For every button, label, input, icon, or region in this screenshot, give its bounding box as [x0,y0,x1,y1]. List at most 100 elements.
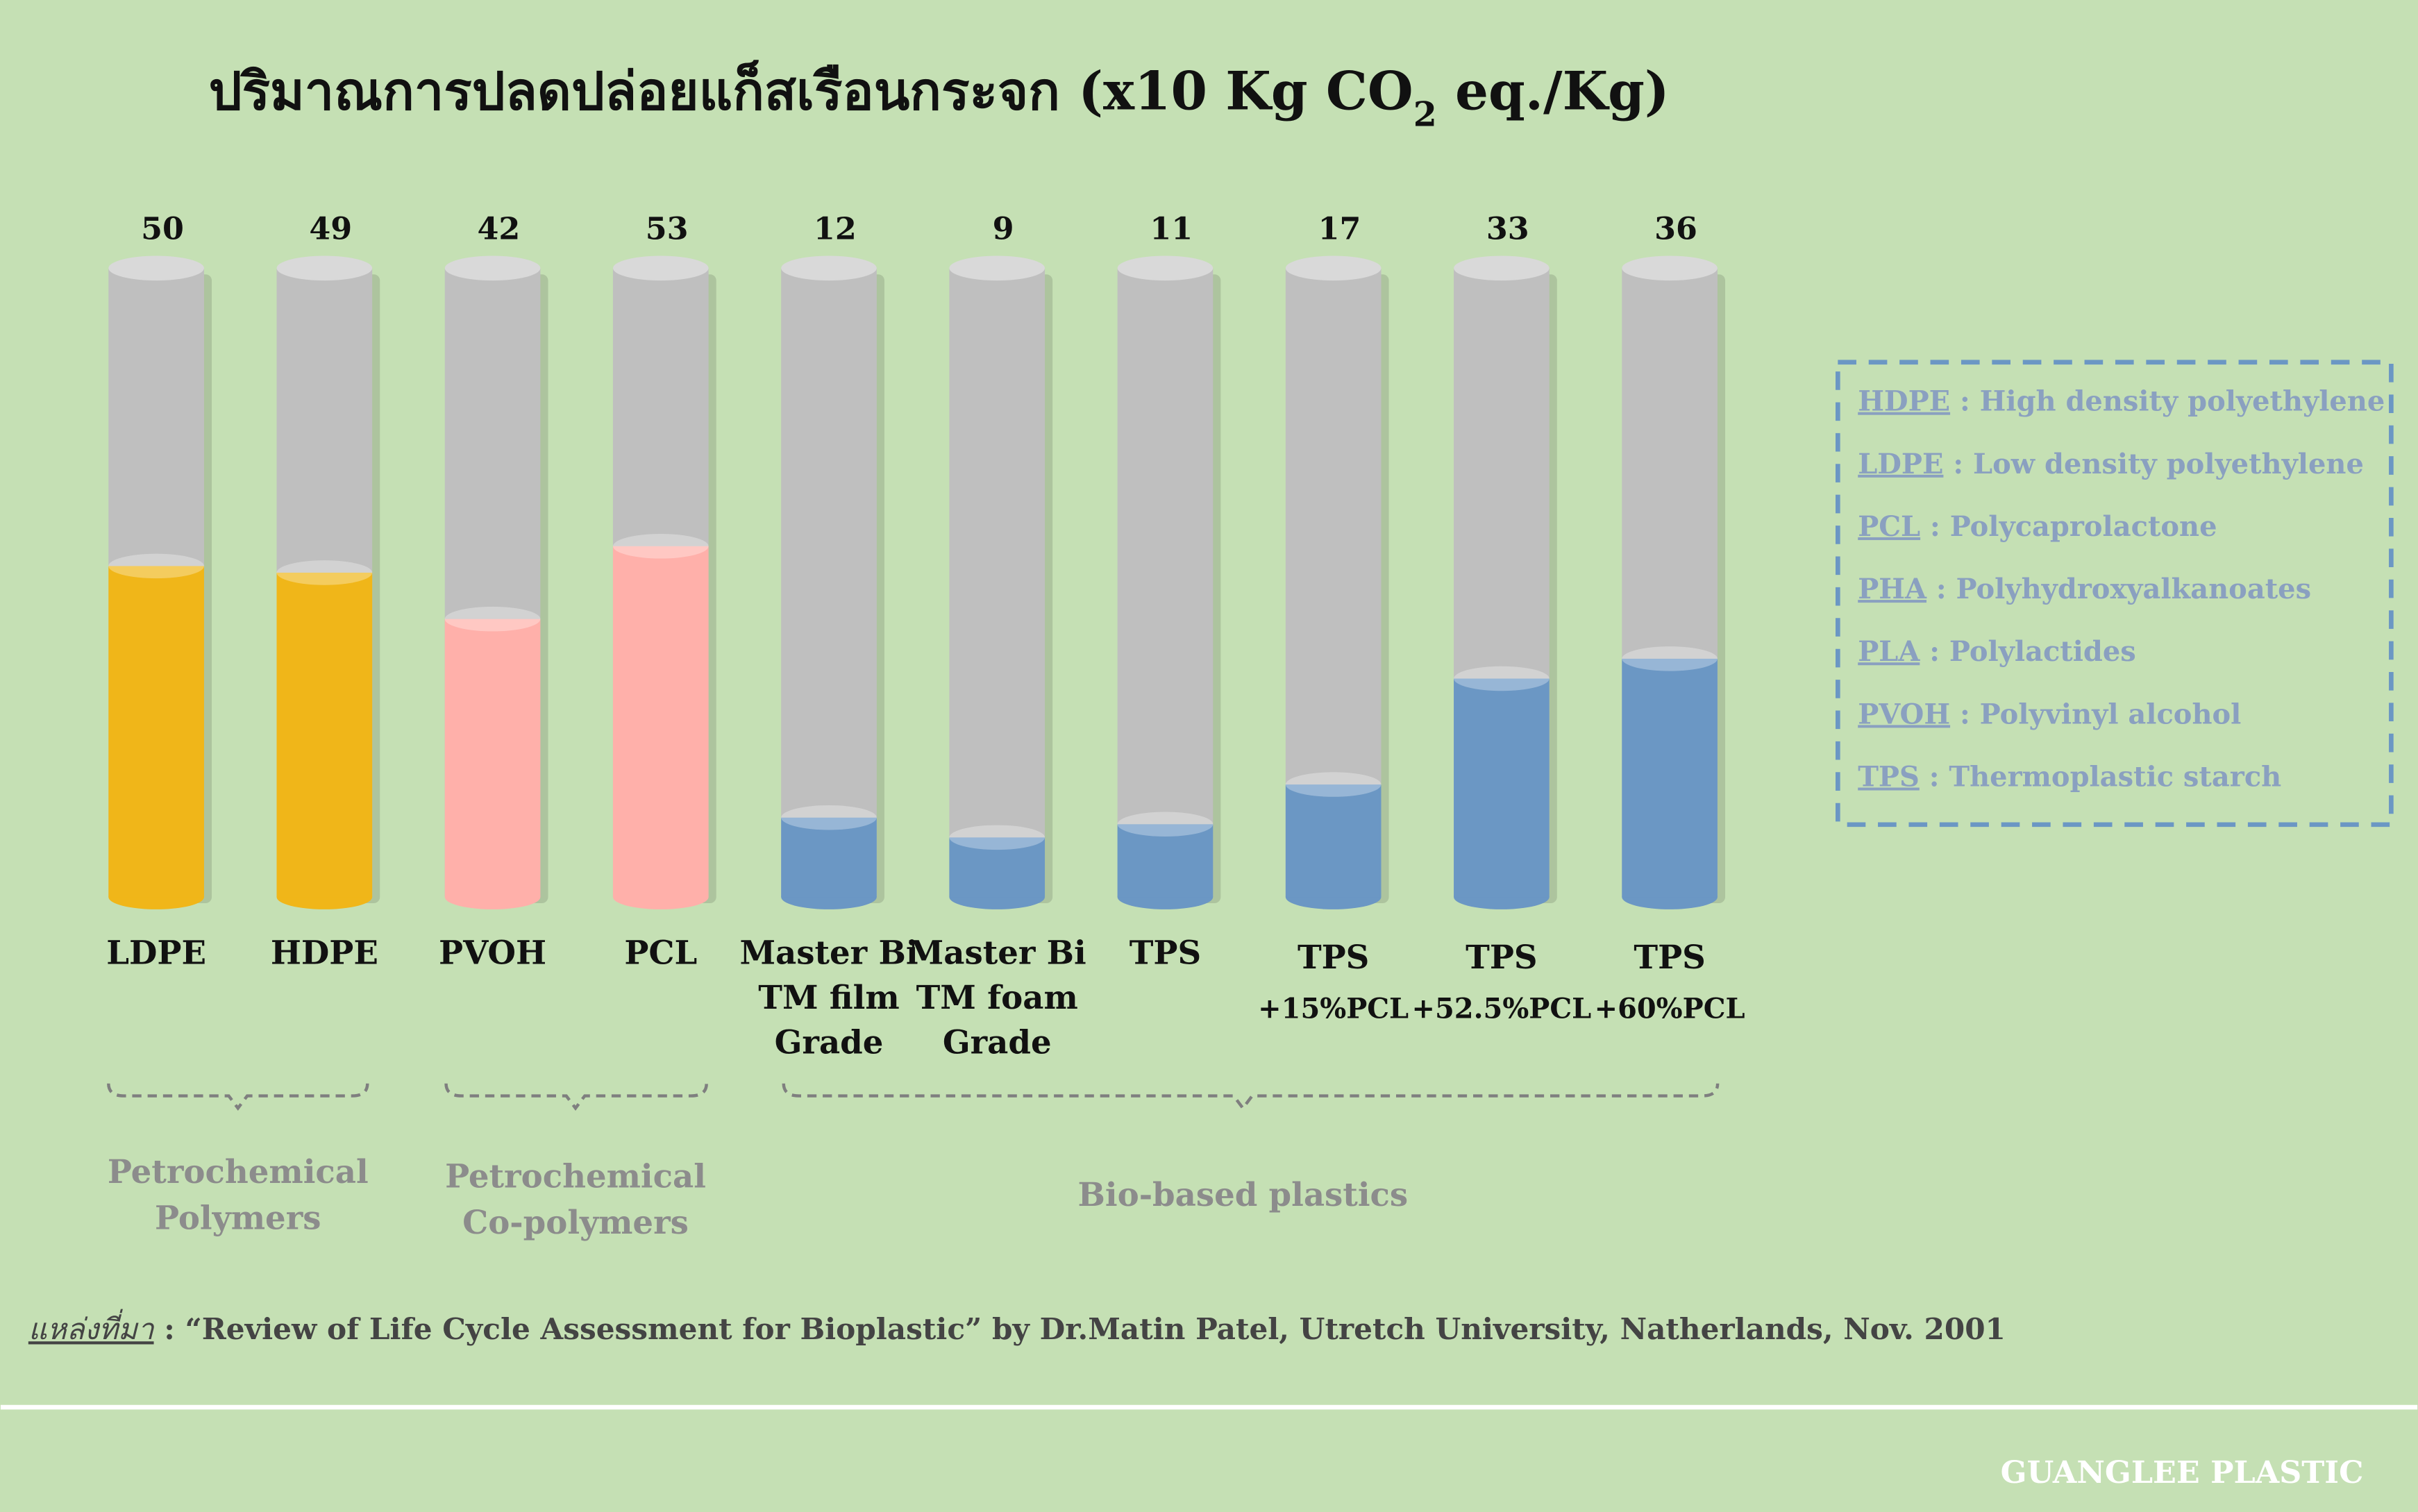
value-label: 17 [1318,211,1361,247]
group-bracket [444,1083,708,1111]
bar-top [612,534,709,559]
x-tick-label: LDPE [106,934,206,972]
bar [781,817,877,898]
legend-box [1836,360,2394,828]
cylinder [781,255,884,909]
cylinder [108,255,212,909]
legend-text: : Low density polyethylene [1943,448,2363,480]
cylinder-top [949,255,1046,281]
bar-top [1117,812,1214,837]
value-label: 12 [814,211,857,247]
bar [612,546,709,898]
cylinder [1117,255,1221,909]
bar-top [1285,772,1382,797]
bar-top [276,560,373,585]
cylinder-body [1117,268,1214,898]
legend-entry: PHA : Polyhydroxyalkanoates [1858,573,2311,605]
bar [1285,784,1382,898]
bar [444,619,541,898]
cylinder [1285,255,1389,909]
cylinder-top [444,255,541,281]
legend-entry: TPS : Thermoplastic starch [1858,761,2281,793]
cylinder-top [1454,255,1550,281]
x-tick-label: TPS [1298,938,1369,976]
bar-top [108,553,204,579]
group-bracket [782,1083,1720,1111]
legend-text: : High density polyethylene [1950,385,2385,418]
cylinder-top [1622,255,1718,281]
bar-top [781,805,877,830]
x-tick-label: TPS [1634,938,1705,976]
group-label: Bio-based plastics [1078,1175,1409,1213]
bar [949,837,1046,898]
cylinder [612,255,716,909]
cylinder-top [1285,255,1382,281]
chart-title: ปริมาณการปลดปล่อยแก็สเรือนกระจก (x10 Kg … [209,60,1670,134]
group-label: Petrochemical [108,1152,369,1191]
x-tick-label: Master Bi [908,934,1086,972]
legend-abbr: PVOH [1858,698,1950,730]
x-tick-label: +15%PCL [1258,992,1409,1025]
value-label: 33 [1486,211,1529,247]
legend-text: : Polyhydroxyalkanoates [1926,573,2311,605]
x-tick-label: TM film [758,978,899,1016]
x-tick-label: TPS [1466,938,1537,976]
x-tick-label: +60%PCL [1595,992,1745,1025]
cylinder-top [781,255,877,281]
legend-abbr: TPS [1858,761,1920,793]
legend-text: : Polylactides [1920,635,2135,668]
x-tick-label: Grade [943,1023,1052,1061]
bar-top [444,606,541,632]
legend-abbr: PHA [1858,573,1927,605]
title-end: eq./Kg) [1437,60,1670,121]
cylinder [1622,255,1726,909]
legend-entry: PLA : Polylactides [1858,635,2136,668]
value-label: 50 [141,211,184,247]
value-label: 49 [309,211,352,247]
bar [1454,678,1550,898]
group-label: Polymers [155,1198,321,1236]
legend-abbr: LDPE [1858,448,1943,480]
legend-entry: PVOH : Polyvinyl alcohol [1858,698,2241,730]
bar [276,572,373,898]
cylinder-top [1117,255,1214,281]
value-label: 53 [646,211,689,247]
source-text: : “Review of Life Cycle Assessment for B… [154,1311,2006,1346]
x-tick-label: TM foam [916,978,1078,1016]
x-tick-label: +52.5%PCL [1412,992,1592,1025]
group-label: Co-polymers [462,1203,689,1241]
cylinder [444,255,548,909]
cylinder-top [612,255,709,281]
cylinder [276,255,380,909]
bar [1622,658,1718,898]
legend-text: : Polyvinyl alcohol [1950,698,2241,730]
legend-entry: PCL : Polycaprolactone [1858,510,2217,543]
x-tick-label: HDPE [271,934,378,972]
legend-text: : Polycaprolactone [1920,510,2217,543]
cylinder-top [108,255,204,281]
x-tick-label: PVOH [439,934,546,972]
legend-abbr: PCL [1858,510,1920,543]
x-tick-label: Master Bi [739,934,918,972]
x-tick-label: PCL [624,934,697,972]
value-label: 36 [1654,211,1697,247]
footer: GUANGLEE PLASTIC [2001,1454,2364,1490]
cylinder [1454,255,1557,909]
bar-top [949,825,1046,850]
legend-abbr: HDPE [1858,385,1950,418]
title-subscript: 2 [1413,94,1437,134]
value-label: 9 [993,211,1014,247]
x-tick-label: Grade [775,1023,884,1061]
cylinder-body [781,268,877,898]
legend-entry: LDPE : Low density polyethylene [1858,448,2364,480]
source-label: แหล่งที่มา [28,1309,155,1346]
bar [108,566,204,898]
bar-top [1454,666,1550,691]
cylinder [949,255,1053,909]
legend-entry: HDPE : High density polyethylene [1858,385,2385,418]
cylinder-body [949,268,1046,898]
bar-top [1622,646,1718,671]
source: แหล่งที่มา : “Review of Life Cycle Asses… [28,1309,2006,1346]
